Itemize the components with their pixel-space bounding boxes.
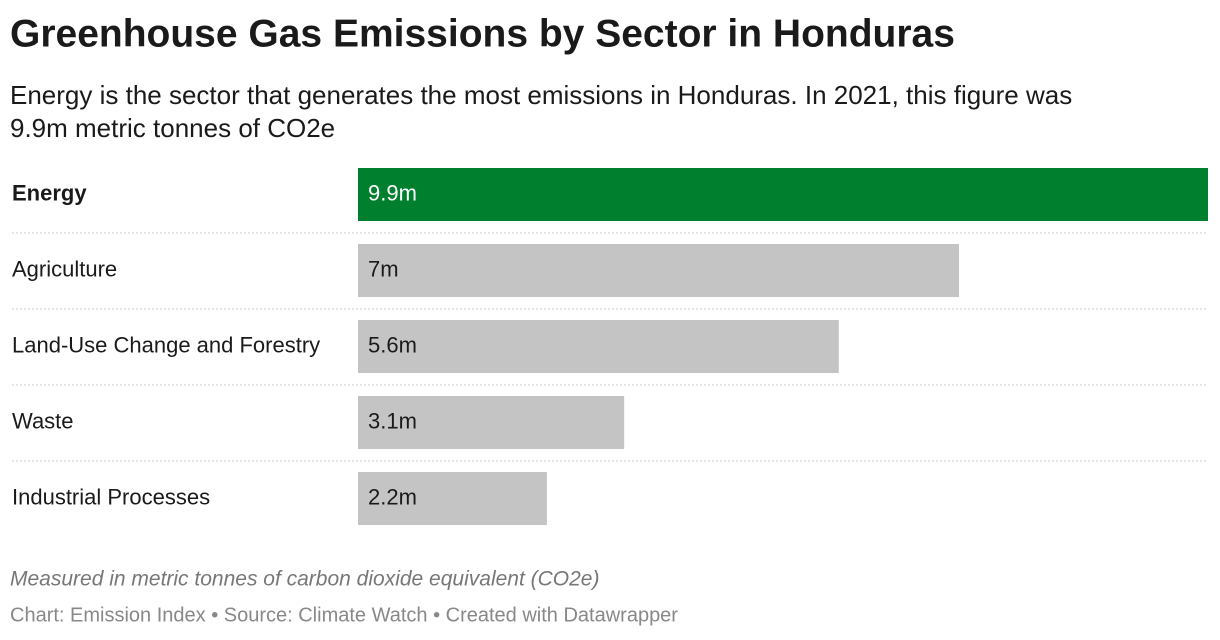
category-label: Land-Use Change and Forestry xyxy=(12,332,320,357)
chart-subtitle: 9.9m metric tonnes of CO2e xyxy=(10,113,335,143)
bar xyxy=(358,168,1208,221)
value-label: 2.2m xyxy=(368,484,417,509)
value-label: 3.1m xyxy=(368,408,417,433)
value-label: 9.9m xyxy=(368,180,417,205)
chart-note: Measured in metric tonnes of carbon diox… xyxy=(10,568,599,591)
bar xyxy=(358,320,839,373)
category-label: Agriculture xyxy=(12,256,117,281)
bar xyxy=(358,244,960,297)
chart-title: Greenhouse Gas Emissions by Sector in Ho… xyxy=(10,12,955,55)
value-label: 7m xyxy=(368,256,399,281)
category-label: Waste xyxy=(12,408,74,433)
category-label: Industrial Processes xyxy=(12,484,210,509)
chart-footer: Chart: Emission Index • Source: Climate … xyxy=(10,604,678,626)
chart-subtitle: Energy is the sector that generates the … xyxy=(10,80,1072,110)
bar xyxy=(358,472,547,525)
bar xyxy=(358,396,625,449)
value-label: 5.6m xyxy=(368,332,417,357)
category-label: Energy xyxy=(12,180,87,205)
